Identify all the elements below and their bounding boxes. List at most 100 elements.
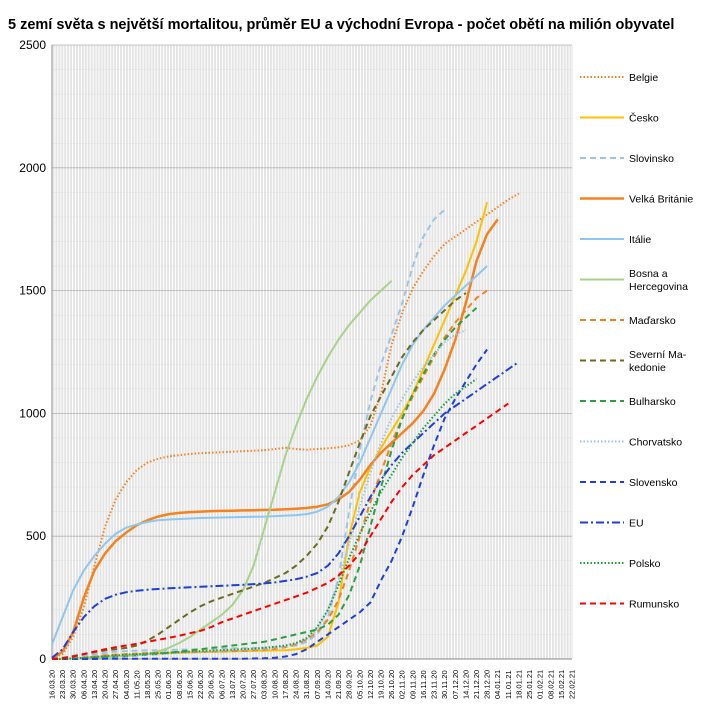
legend-label-line: Maďarsko [629, 315, 676, 327]
series-line [52, 289, 488, 660]
x-tick-label: 13.04.20 [90, 670, 99, 699]
x-tick-label: 05.10.20 [355, 670, 364, 699]
x-tick-label: 18.01.21 [514, 670, 523, 699]
y-tick-label: 1000 [19, 406, 46, 420]
x-tick-label: 29.06.20 [207, 670, 216, 699]
x-tick-label: 17.08.20 [281, 670, 290, 699]
series-line [52, 348, 488, 660]
x-tick-label: 06.07.20 [217, 670, 226, 699]
x-tick-label: 09.11.20 [408, 670, 417, 699]
x-tick-label: 23.03.20 [58, 670, 67, 699]
legend-label: Maďarsko [629, 315, 676, 327]
legend-label: Bosna a Hercegovina [629, 268, 688, 293]
legend-label: Česko [629, 112, 659, 125]
legend-label-line: Itálie [629, 234, 651, 246]
x-tick-label: 25.01.21 [525, 670, 534, 699]
x-tick-label: 28.12.20 [483, 670, 492, 699]
x-tick-label: 30.03.20 [69, 670, 78, 699]
legend-label-line: Hercegovina [629, 281, 688, 293]
x-tick-label: 24.08.20 [292, 670, 301, 699]
legend-label: Velká Británie [629, 194, 693, 206]
x-tick-label: 28.09.20 [345, 670, 354, 699]
x-tick-label: 21.09.20 [334, 670, 343, 699]
series-line [51, 218, 499, 661]
y-tick-label: 1500 [19, 284, 46, 298]
x-tick-label: 01.06.20 [164, 670, 173, 699]
x-tick-label: 25.05.20 [154, 670, 163, 699]
x-tick-label: 27.04.20 [111, 670, 120, 699]
y-tick-label: 500 [26, 529, 46, 543]
legend-label: EU [629, 518, 644, 530]
x-tick-label: 15.02.21 [557, 670, 566, 699]
x-tick-label: 06.04.20 [79, 670, 88, 699]
x-tick-label: 16.11.20 [419, 670, 428, 699]
legend-label-line: Severní Ma- [629, 349, 687, 361]
x-tick-label: 14.09.20 [323, 670, 332, 699]
x-tick-label: 13.07.20 [228, 670, 237, 699]
x-tick-label: 04.01.21 [493, 670, 502, 699]
x-tick-label: 26.10.20 [387, 670, 396, 699]
x-tick-label: 14.12.20 [461, 670, 470, 699]
x-tick-label: 08.06.20 [175, 670, 184, 699]
legend-label-line: Česko [629, 112, 659, 125]
x-tick-label: 16.03.20 [48, 670, 57, 699]
x-tick-label: 23.11.20 [430, 670, 439, 699]
x-tick-label: 07.09.20 [313, 670, 322, 699]
x-tick-label: 27.07.20 [249, 670, 258, 699]
series-lines [51, 192, 520, 661]
x-tick-label: 02.11.20 [398, 670, 407, 699]
x-tick-label: 10.08.20 [270, 670, 279, 699]
chart-title: 5 zemí světa s největší mortalitou, prům… [8, 17, 674, 33]
legend-label-line: Polsko [629, 558, 661, 570]
x-tick-label: 22.06.20 [196, 670, 205, 699]
legend-label-line: Rumunsko [629, 599, 679, 611]
x-tick-label: 01.02.21 [536, 670, 545, 699]
legend-label-line: Bosna a [629, 268, 668, 280]
legend-label: Itálie [629, 234, 651, 246]
x-tick-label: 30.11.20 [440, 670, 449, 699]
legend-label: Slovinsko [629, 153, 674, 165]
legend-label-line: Slovensko [629, 477, 678, 489]
legend-label: Chorvatsko [629, 437, 682, 449]
x-axis: 16.03.20 23.03.20 30.03.20 06.04.20 13.04.20… [48, 658, 577, 699]
series-line [51, 402, 509, 660]
y-axis: 0 500 1000 1500 2000 2500 [19, 38, 53, 666]
x-tick-label: 20.07.20 [239, 670, 248, 699]
legend-label-line: Chorvatsko [629, 437, 682, 449]
legend-label: Belgie [629, 72, 658, 84]
x-tick-label: 31.08.20 [302, 670, 311, 699]
x-tick-label: 22.02.21 [568, 670, 577, 699]
x-tick-label: 21.12.20 [472, 670, 481, 699]
x-tick-label: 11.01.21 [504, 670, 513, 699]
x-tick-label: 19.10.20 [376, 670, 385, 699]
legend-label-line: Belgie [629, 72, 658, 84]
legend-label: Severní Ma-kedonie [629, 349, 687, 374]
grid [51, 44, 573, 660]
series-line [51, 208, 446, 660]
y-tick-label: 2500 [19, 38, 46, 52]
series-line [51, 265, 488, 645]
legend-label: Bulharsko [629, 396, 676, 408]
x-tick-label: 04.05.20 [122, 670, 131, 699]
legend-label: Slovensko [629, 477, 678, 489]
legend-label: Rumunsko [629, 599, 679, 611]
legend: Belgie Česko Slovinsko Velká Británie Itálie… [580, 72, 693, 611]
x-tick-label: 11.05.20 [132, 670, 141, 699]
x-tick-label: 03.08.20 [260, 670, 269, 699]
legend-label-line: Velká Británie [629, 194, 693, 206]
legend-label: Polsko [629, 558, 661, 570]
x-tick-label: 08.02.21 [546, 670, 555, 699]
x-tick-label: 18.05.20 [143, 670, 152, 699]
legend-label-line: Bulharsko [629, 396, 676, 408]
series-line [52, 378, 478, 660]
series-line [51, 360, 520, 659]
series-line [51, 328, 467, 660]
series-line [51, 192, 520, 659]
x-tick-label: 15.06.20 [185, 670, 194, 699]
x-tick-label: 12.10.20 [366, 670, 375, 699]
legend-label-line: EU [629, 518, 644, 530]
x-tick-label: 20.04.20 [101, 670, 110, 699]
y-tick-label: 0 [39, 652, 46, 666]
